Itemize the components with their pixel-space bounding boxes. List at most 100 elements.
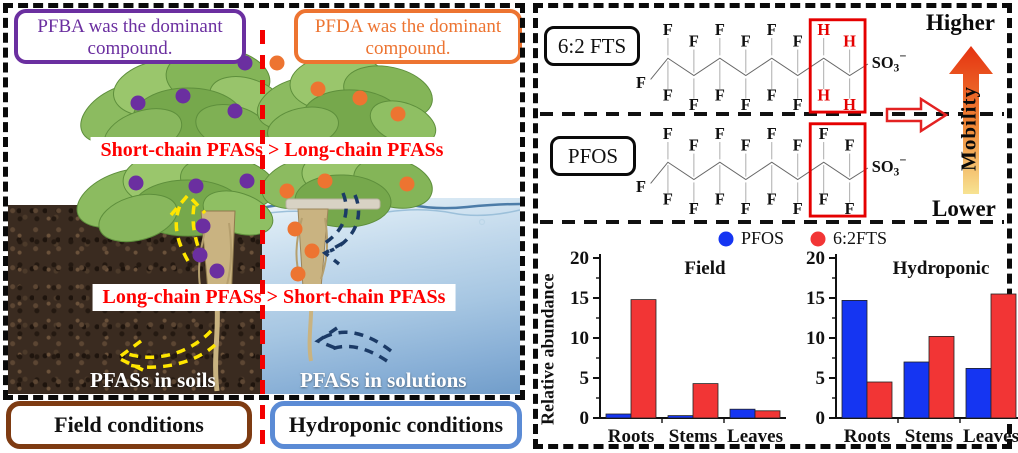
svg-text:Stems: Stems <box>669 426 718 447</box>
fts-label-text: 6:2 FTS <box>557 33 627 58</box>
svg-text:F: F <box>636 177 646 196</box>
pfos-label-text: PFOS <box>567 143 619 168</box>
soil-label: PFASs in soils <box>90 368 216 392</box>
svg-text:F: F <box>819 190 829 209</box>
svg-text:F: F <box>715 86 725 105</box>
svg-text:SO3−: SO3− <box>872 153 906 179</box>
svg-text:F: F <box>845 136 855 155</box>
svg-text:F: F <box>741 136 751 155</box>
svg-text:F: F <box>636 73 646 92</box>
svg-text:F: F <box>741 32 751 51</box>
field-bar-chart: 0 5 10 15 20 Field Roots Stems Leaves <box>570 248 786 447</box>
fts-label-box: 6:2 FTS <box>544 26 640 66</box>
svg-text:15: 15 <box>806 288 825 309</box>
svg-text:F: F <box>715 124 725 143</box>
svg-text:F: F <box>793 199 803 218</box>
transformation-arrow-icon <box>885 96 949 134</box>
solution-circulation-arrow <box>314 326 393 363</box>
hydroponic-bar-chart: 0 5 10 15 20 Hydroponic Roots Stems Leaves <box>806 248 1018 447</box>
svg-text:F: F <box>741 95 751 114</box>
mobility-higher-label: Higher <box>926 10 995 35</box>
soil-circulation-arrow <box>114 329 217 372</box>
plants-illustration <box>76 47 437 392</box>
svg-text:Roots: Roots <box>844 426 890 447</box>
svg-text:F: F <box>715 20 725 39</box>
pfas-dots-layer <box>128 55 415 282</box>
svg-text:Field: Field <box>684 258 726 279</box>
svg-text:Hydroponic: Hydroponic <box>893 258 990 279</box>
svg-text:F: F <box>767 86 777 105</box>
shoot-relation-banner: Short-chain PFASs > Long-chain PFASs <box>90 137 454 164</box>
structures-divider-line <box>540 112 1004 116</box>
svg-text:Leaves: Leaves <box>963 426 1018 447</box>
y-axis-label: Relative abundance <box>537 273 558 425</box>
svg-text:F: F <box>663 20 673 39</box>
fts-legend-dot-icon <box>810 231 826 246</box>
field-caption-text: Field conditions <box>54 412 204 437</box>
svg-text:F: F <box>689 199 699 218</box>
hydroponic-conditions-caption: Hydroponic conditions <box>270 401 522 449</box>
hydroponic-uptake-arrow <box>321 192 361 266</box>
pfda-note-box: PFDA was the dominant compound. <box>294 9 522 64</box>
svg-text:10: 10 <box>806 328 825 349</box>
svg-text:F: F <box>741 199 751 218</box>
solution-label: PFASs in solutions <box>300 368 467 392</box>
legend-pfos-text: PFOS <box>741 228 785 248</box>
svg-text:F: F <box>715 190 725 209</box>
condition-divider-line <box>260 30 265 449</box>
field-conditions-caption: Field conditions <box>6 401 252 449</box>
svg-text:Stems: Stems <box>905 426 954 447</box>
svg-text:F: F <box>663 190 673 209</box>
legend-62fts-text: 6:2FTS <box>833 228 888 248</box>
svg-text:F: F <box>793 95 803 114</box>
svg-text:F: F <box>689 95 699 114</box>
svg-text:F: F <box>689 136 699 155</box>
left-panel-frame <box>3 3 525 400</box>
root-relation-banner: Long-chain PFASs > Short-chain PFASs <box>92 284 456 311</box>
pfba-note-box: PFBA was the dominant compound. <box>14 9 246 64</box>
legend-item-pfos: PFOS <box>718 228 784 249</box>
svg-text:20: 20 <box>570 248 589 269</box>
svg-text:F: F <box>767 124 777 143</box>
svg-text:20: 20 <box>806 248 825 269</box>
legend-item-62fts: 6:2FTS <box>810 228 887 249</box>
svg-text:F: F <box>689 32 699 51</box>
field-plant <box>76 47 287 392</box>
svg-text:F: F <box>663 86 673 105</box>
svg-text:5: 5 <box>580 368 590 389</box>
svg-text:H: H <box>817 86 830 105</box>
hydroponic-plant <box>256 54 437 362</box>
charts-divider-line <box>540 220 1004 224</box>
hydroponic-caption-text: Hydroponic conditions <box>288 412 504 437</box>
svg-text:0: 0 <box>580 408 590 429</box>
svg-text:Roots: Roots <box>608 426 654 447</box>
svg-text:F: F <box>767 190 777 209</box>
pfda-note-text: PFDA was the dominant compound. <box>314 16 502 60</box>
svg-text:15: 15 <box>570 288 589 309</box>
mobility-lower-label: Lower <box>932 196 996 221</box>
svg-text:5: 5 <box>816 368 826 389</box>
pfba-note-text: PFBA was the dominant compound. <box>37 16 223 60</box>
svg-text:F: F <box>845 199 855 218</box>
chart-legend: PFOS 6:2FTS <box>718 228 887 249</box>
svg-text:F: F <box>819 124 829 143</box>
svg-text:F: F <box>793 32 803 51</box>
svg-text:H: H <box>843 95 856 114</box>
svg-text:F: F <box>767 20 777 39</box>
svg-text:H: H <box>843 32 856 51</box>
svg-text:SO3−: SO3− <box>872 49 906 75</box>
pfos-legend-dot-icon <box>718 231 734 246</box>
svg-text:0: 0 <box>816 408 826 429</box>
right-panel-frame <box>533 3 1012 449</box>
svg-text:F: F <box>793 136 803 155</box>
mobility-gradient-arrow-icon <box>949 46 993 194</box>
svg-text:Leaves: Leaves <box>727 426 783 447</box>
pfos-label-box: PFOS <box>550 136 636 176</box>
mobility-axis-label: Mobility <box>956 86 981 172</box>
svg-text:H: H <box>817 20 830 39</box>
svg-text:10: 10 <box>570 328 589 349</box>
svg-text:F: F <box>663 124 673 143</box>
